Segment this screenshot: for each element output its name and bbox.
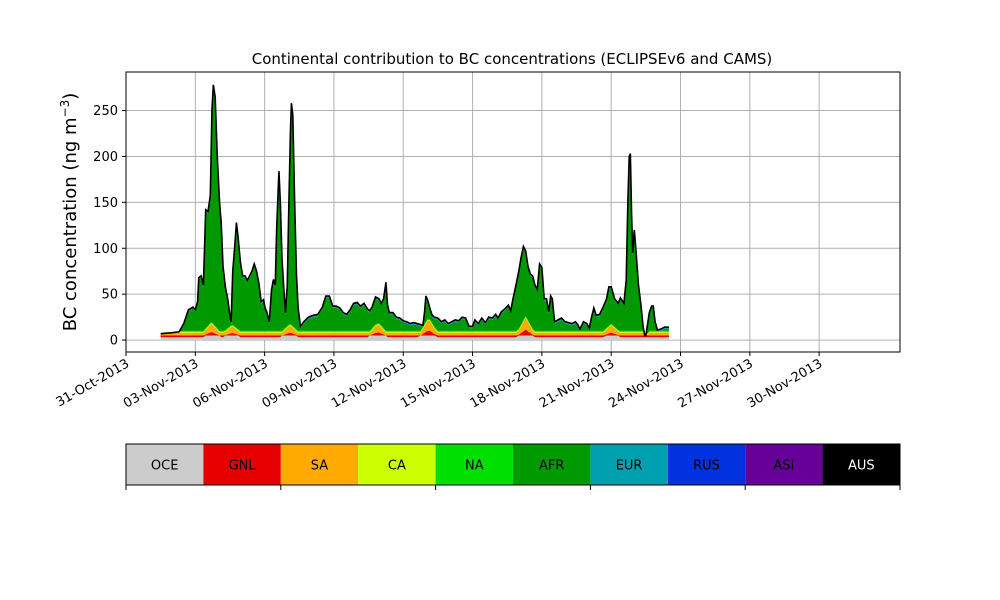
y-axis-label-superscript: −3 [58,100,72,118]
legend: OCE GNL SA CA NA AFR EUR RUS ASI AUS [125,443,901,490]
y-tick-label: 50 [101,288,118,303]
y-axis-label-main: BC concentration (ng m [60,117,81,331]
legend-swatch-eur [590,444,668,485]
legend-label-sa: SA [311,459,328,474]
series-line-aus [160,84,669,337]
y-tick-label: 150 [93,196,118,211]
x-tick-label: 09-Nov-2013 [260,356,340,411]
area-ca [160,317,669,336]
area-gnl [160,329,669,338]
x-tick-label: 03-Nov-2013 [121,356,201,411]
legend-label-rus: RUS [693,459,720,474]
legend-swatch-asi [745,444,823,485]
legend-label-aus: AUS [848,459,875,474]
legend-swatch-ca [358,444,436,485]
legend-label-asi: ASI [773,459,794,474]
y-tick-label: 100 [93,242,118,257]
y-tick-label: 200 [93,150,118,165]
legend-label-na: NA [465,459,484,474]
x-tick-label: 21-Nov-2013 [537,356,617,411]
legend-label-afr: AFR [539,459,564,474]
legend-frame [125,443,901,486]
legend-swatch-na [435,444,513,485]
y-tick-label: 250 [93,104,118,119]
legend-label-ca: CA [388,459,406,474]
area-sa [160,318,669,336]
legend-swatch-sa [280,444,359,485]
area-oce [160,335,669,341]
legend-label-eur: EUR [616,459,643,474]
legend-swatch-gnl [203,444,281,485]
x-tick-label: 18-Nov-2013 [468,356,548,411]
y-axis-label-close: ) [60,93,81,100]
plot-frame [125,71,901,353]
plot-area: 0 50 100 150 200 250 31-Oct-201303-Nov-201306-… [54,71,901,411]
legend-swatch-oce [126,444,204,485]
y-tick-label: 0 [110,334,118,349]
legend-swatch-aus [822,444,900,485]
x-tick-label: 30-Nov-2013 [745,356,825,411]
legend-swatch-afr [513,444,591,485]
x-tick-label: 12-Nov-2013 [329,356,409,411]
chart-title: Continental contribution to BC concentra… [252,50,773,68]
legend-label-oce: OCE [151,459,179,474]
x-tick-label: 06-Nov-2013 [190,356,270,411]
legend-swatch-rus [667,444,746,485]
stacked-areas [160,84,669,341]
x-tick-label: 24-Nov-2013 [606,356,686,411]
x-tick-label: 15-Nov-2013 [398,356,478,411]
x-tick-label: 31-Oct-2013 [54,356,132,410]
y-axis-label: BC concentration (ng m−3) [58,93,81,332]
x-tick-label: 27-Nov-2013 [676,356,756,411]
legend-label-gnl: GNL [229,459,257,474]
area-na [160,316,669,336]
